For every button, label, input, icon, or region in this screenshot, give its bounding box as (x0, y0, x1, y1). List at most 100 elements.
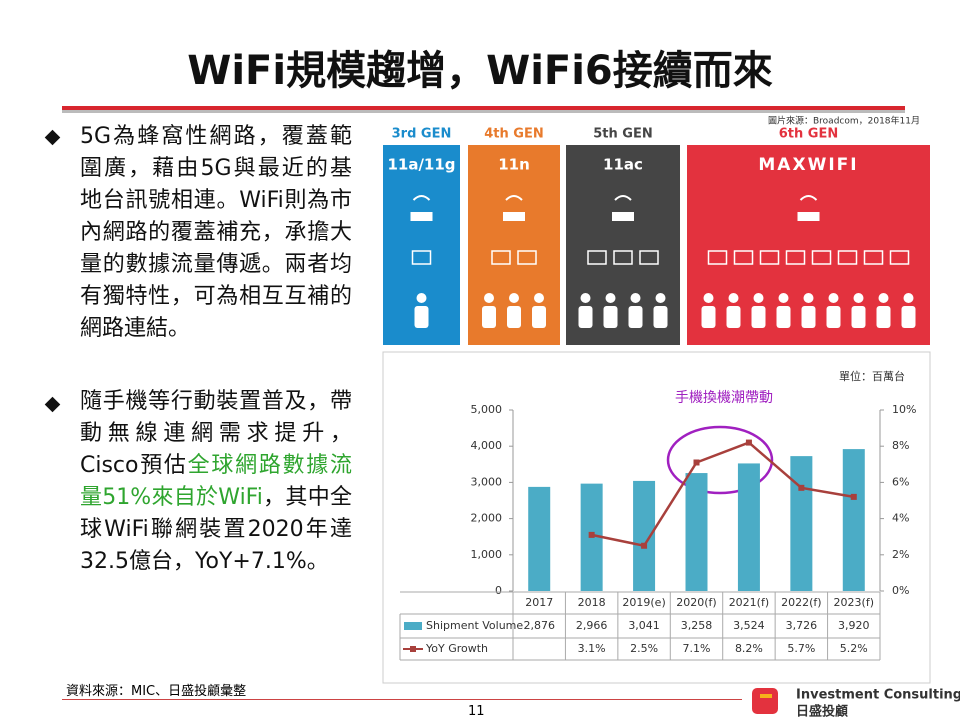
line (591, 441, 854, 548)
annotation: 手機換機潮帶動 (675, 390, 773, 406)
legend-key (410, 646, 416, 652)
logo-text: Investment Consulting (796, 688, 960, 703)
y-tick-label: 5,000 (471, 403, 503, 416)
user-icon (826, 306, 841, 328)
x-tick-label: 2022(f) (781, 596, 821, 609)
y-tick-label: 4,000 (471, 439, 503, 452)
app-icon (733, 250, 754, 265)
user-icon (751, 306, 766, 328)
legend-key (404, 622, 422, 630)
table-value: 3,920 (838, 619, 870, 632)
user-icon (416, 293, 427, 303)
y2-tick-label: 2% (892, 548, 909, 561)
x-tick-label: 2020(f) (676, 596, 716, 609)
slide-title: WiFi規模趨增，WiFi6接續而來 (187, 48, 773, 94)
user-icon (605, 293, 616, 303)
logo-text: 日盛投顧 (796, 704, 848, 720)
user-icon (803, 293, 814, 303)
unit-label: 單位：百萬台 (839, 369, 905, 383)
user-icon (853, 293, 864, 303)
app-icon (811, 250, 832, 265)
user-icon (903, 293, 914, 303)
y-tick-label: 3,000 (471, 475, 503, 488)
user-icon (851, 306, 866, 328)
table-value: 3,524 (733, 619, 765, 632)
gen-standard: 11a/11g (387, 156, 455, 174)
user-icon (509, 293, 519, 303)
wifi-icon (505, 195, 523, 201)
router-icon (410, 212, 433, 221)
app-icon (639, 250, 659, 265)
app-icon (587, 250, 607, 265)
line-marker (798, 484, 805, 491)
bullet: 5G為蜂窩性網路，覆蓋範圍廣，藉由5G與最近的基地台訊號相連。WiFi則為市內網… (80, 121, 352, 345)
gen-label: 4th GEN (484, 127, 543, 142)
gen-standard: MAXWIFI (758, 155, 858, 175)
app-icon (411, 250, 432, 265)
y2-tick-label: 8% (892, 439, 909, 452)
router-icon (797, 212, 820, 221)
bullet-text: ，其中全球WiFi聯網裝置2020年達32.5億台，YoY+7.1%。 (80, 485, 352, 574)
user-icon (703, 293, 714, 303)
user-icon (655, 293, 666, 303)
bar (633, 480, 656, 591)
table-value: 3.1% (578, 642, 606, 655)
logo-mark (752, 688, 778, 714)
bullet-text: 隨手機等行動裝置普及，帶動無線連網需求提升，Cisco預估 (80, 389, 352, 478)
user-icon (876, 306, 891, 328)
figure-source: 圖片來源：Broadcom，2018年11月 (768, 115, 920, 127)
bar (737, 463, 760, 591)
app-icon (863, 250, 884, 265)
y2-tick-label: 6% (892, 475, 909, 488)
user-icon (801, 306, 816, 328)
logo-mark (760, 694, 772, 698)
x-tick-label: 2023(f) (834, 596, 874, 609)
footer-rule (62, 699, 742, 700)
router-icon (612, 212, 634, 221)
legend-label: Shipment Volume (426, 619, 523, 632)
table-value: 3,258 (681, 619, 713, 632)
gen-label: 6th GEN (779, 127, 838, 142)
table-value: 5.7% (787, 642, 815, 655)
bullet: 隨手機等行動裝置普及，帶動無線連網需求提升，Cisco預估全球網路數據流量51%… (80, 386, 352, 578)
user-icon (728, 293, 739, 303)
user-icon (628, 306, 643, 328)
table-value: 3,726 (786, 619, 818, 632)
app-icon (837, 250, 858, 265)
table-value: 2,966 (576, 619, 608, 632)
table-value: 5.2% (840, 642, 868, 655)
y2-tick-label: 4% (892, 512, 909, 525)
user-icon (828, 293, 839, 303)
bullet-highlight: 全球網路數據流量51%來自於WiFi (80, 453, 352, 510)
user-icon (507, 306, 521, 328)
y2-tick-label: 0% (892, 584, 909, 597)
user-icon (534, 293, 544, 303)
wifi-icon (412, 195, 431, 201)
gen-standard: 11n (498, 156, 530, 174)
app-icon (491, 250, 511, 265)
user-icon (778, 293, 789, 303)
app-icon (517, 250, 537, 265)
chart-frame (382, 351, 931, 684)
user-icon (901, 306, 916, 328)
user-icon (578, 306, 593, 328)
y-tick-label: 1,000 (471, 548, 503, 561)
line-marker (745, 439, 752, 446)
y-tick-label: 2,000 (471, 512, 503, 525)
table-value: 2,876 (523, 619, 555, 632)
user-icon (878, 293, 889, 303)
gen-label: 5th GEN (593, 127, 652, 142)
user-icon (630, 293, 641, 303)
gen-label: 3rd GEN (392, 127, 452, 142)
x-tick-label: 2019(e) (622, 596, 665, 609)
x-tick-label: 2021(f) (729, 596, 769, 609)
line-marker (641, 542, 648, 549)
legend-label: YoY Growth (425, 642, 488, 655)
table-value: 8.2% (735, 642, 763, 655)
line-marker (850, 493, 857, 500)
table-value: 3,041 (628, 619, 660, 632)
page-number: 11 (468, 704, 485, 719)
app-icon (759, 250, 780, 265)
x-tick-label: 2017 (525, 596, 553, 609)
